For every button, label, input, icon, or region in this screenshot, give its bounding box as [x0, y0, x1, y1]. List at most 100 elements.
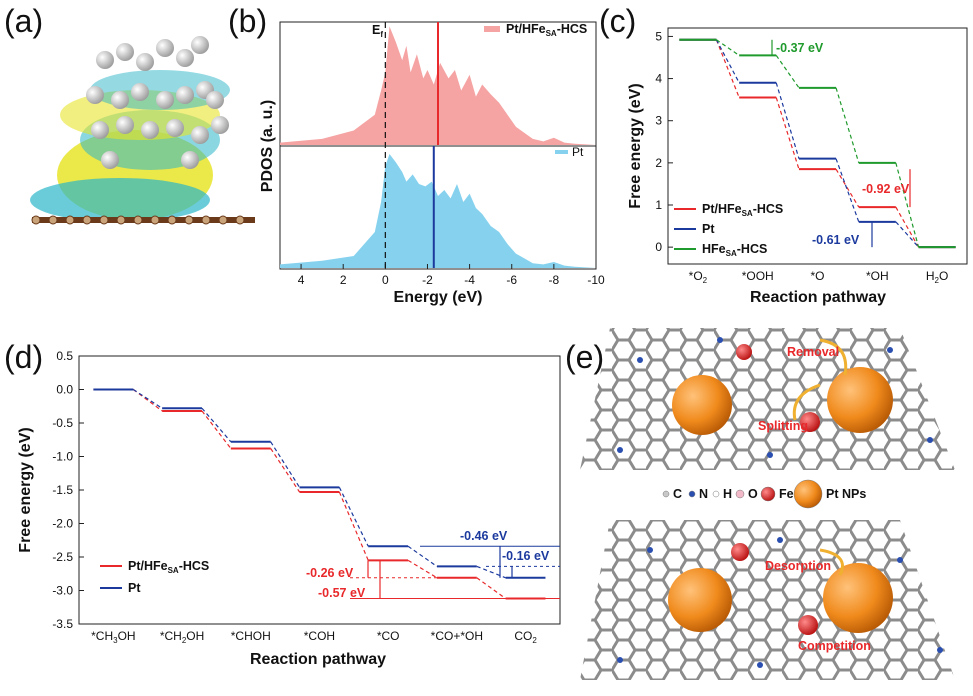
energy-connector [201, 410, 232, 449]
xtick-label: *CO [377, 629, 400, 643]
pt-atom [191, 36, 209, 54]
pt-atom [91, 121, 109, 139]
pt-nanoparticle [827, 367, 893, 433]
pt-atom [191, 126, 209, 144]
ytick-label: -3.5 [52, 617, 73, 631]
splitting-arrow [792, 383, 821, 421]
substrate-atom [116, 215, 126, 225]
substrate-atom [82, 215, 92, 225]
label-splitting: Splitting [758, 419, 808, 433]
xtick-label: *CH2OH [160, 629, 204, 645]
panel-e-label: (e) [565, 339, 604, 375]
pt-atom [166, 119, 184, 137]
fermi-label: Ef [372, 23, 383, 39]
ytick-label: -2.5 [52, 550, 73, 564]
panel-b-pdos: 4 2 0 -2 -4 -6 -8 -10 Ef Pt/HFeSA-HCS Pt PDOS (… [259, 21, 605, 306]
pt-nanoparticle [672, 375, 732, 435]
xtick-label: CO2 [514, 629, 537, 645]
desorption-arrow [819, 548, 844, 576]
legend-label: Pt [128, 581, 141, 595]
substrate-atom [201, 215, 211, 225]
xtick-label: *CH3OH [91, 629, 135, 645]
annotation-red: -0.92 eV [862, 182, 910, 196]
legend-label: N [699, 487, 708, 501]
pt-atom [116, 116, 134, 134]
pt-atom [136, 53, 154, 71]
fe-atom [731, 543, 749, 561]
legend-marker [712, 490, 720, 498]
pdos-xlabel: Energy (eV) [394, 289, 483, 306]
energy-connector [201, 407, 232, 443]
orr-frame [667, 27, 968, 265]
pdos-xtick-label: -2 [422, 273, 433, 287]
ytick-label: -0.5 [52, 416, 73, 430]
pt-atom [156, 39, 174, 57]
ytick-label: 5 [655, 29, 662, 43]
annotation-green: -0.37 eV [776, 41, 824, 55]
substrate-atom [31, 215, 41, 225]
legend-label: C [673, 487, 682, 501]
energy-connector [476, 577, 506, 600]
pdos-xtick-label: -4 [464, 273, 475, 287]
energy-connector [132, 388, 163, 409]
xtick-label: *O2 [689, 269, 708, 285]
energy-connector [476, 565, 506, 579]
n-atom [937, 647, 943, 653]
orr-ylabel: Free energy (eV) [627, 83, 644, 208]
pdos-xtick-label: 4 [298, 273, 305, 287]
mor-ylabel: Free energy (eV) [17, 427, 34, 552]
annotation-red: -0.57 eV [318, 586, 366, 600]
pt-atom [111, 91, 129, 109]
substrate-atom [235, 215, 245, 225]
orr-xlabel: Reaction pathway [750, 289, 886, 306]
graphene-sheet-top [580, 328, 955, 470]
ytick-label: -2.0 [52, 517, 73, 531]
legend-label: O [748, 487, 758, 501]
energy-connector [775, 55, 800, 89]
energy-connector [775, 97, 800, 170]
legend-marker [735, 489, 745, 499]
n-atom [887, 347, 893, 353]
pt-atom [206, 91, 224, 109]
ytick-label: 4 [655, 72, 662, 86]
label-competition: Competition [798, 639, 871, 653]
pdos-ylabel: PDOS (a. u.) [259, 100, 276, 192]
panel-e-legend: C N H O Fe Pt NPs [662, 479, 866, 509]
legend-marker [760, 486, 776, 502]
energy-connector [835, 168, 860, 208]
ytick-label: 0 [655, 240, 662, 254]
substrate-atom [133, 215, 143, 225]
energy-connector [407, 545, 438, 567]
ytick-label: 2 [655, 156, 662, 170]
fe-atom [798, 615, 818, 635]
annotation-blue: -0.61 eV [812, 233, 860, 247]
substrate-atom [99, 215, 109, 225]
label-desorption: Desorption [765, 559, 831, 573]
energy-connector [270, 448, 301, 493]
substrate-atom [218, 215, 228, 225]
pt-atom [176, 86, 194, 104]
pdos-area-1 [280, 154, 596, 268]
legend-marker [688, 490, 696, 498]
substrate-atom [48, 215, 58, 225]
xtick-label: H2O [926, 269, 948, 285]
pt-atom [156, 91, 174, 109]
pdos-xtick-label: 0 [382, 273, 389, 287]
n-atom [767, 452, 773, 458]
energy-connector [895, 206, 920, 248]
energy-connector [895, 221, 920, 248]
legend-label: Pt NPs [826, 487, 866, 501]
panel-d-label: (d) [4, 339, 43, 375]
ytick-label: 0.5 [56, 349, 73, 363]
n-atom [617, 447, 623, 453]
ytick-label: -1.0 [52, 450, 73, 464]
removal-arrow [819, 338, 848, 376]
energy-connector [715, 39, 740, 98]
energy-connector [270, 441, 301, 488]
annotation-red: -0.26 eV [306, 566, 354, 580]
xtick-label: *CO+*OH [431, 629, 483, 643]
xtick-label: *COH [304, 629, 335, 643]
pt-nanoparticle [668, 568, 732, 632]
xtick-label: *O [810, 269, 824, 283]
panel-b-label: (b) [228, 3, 267, 39]
